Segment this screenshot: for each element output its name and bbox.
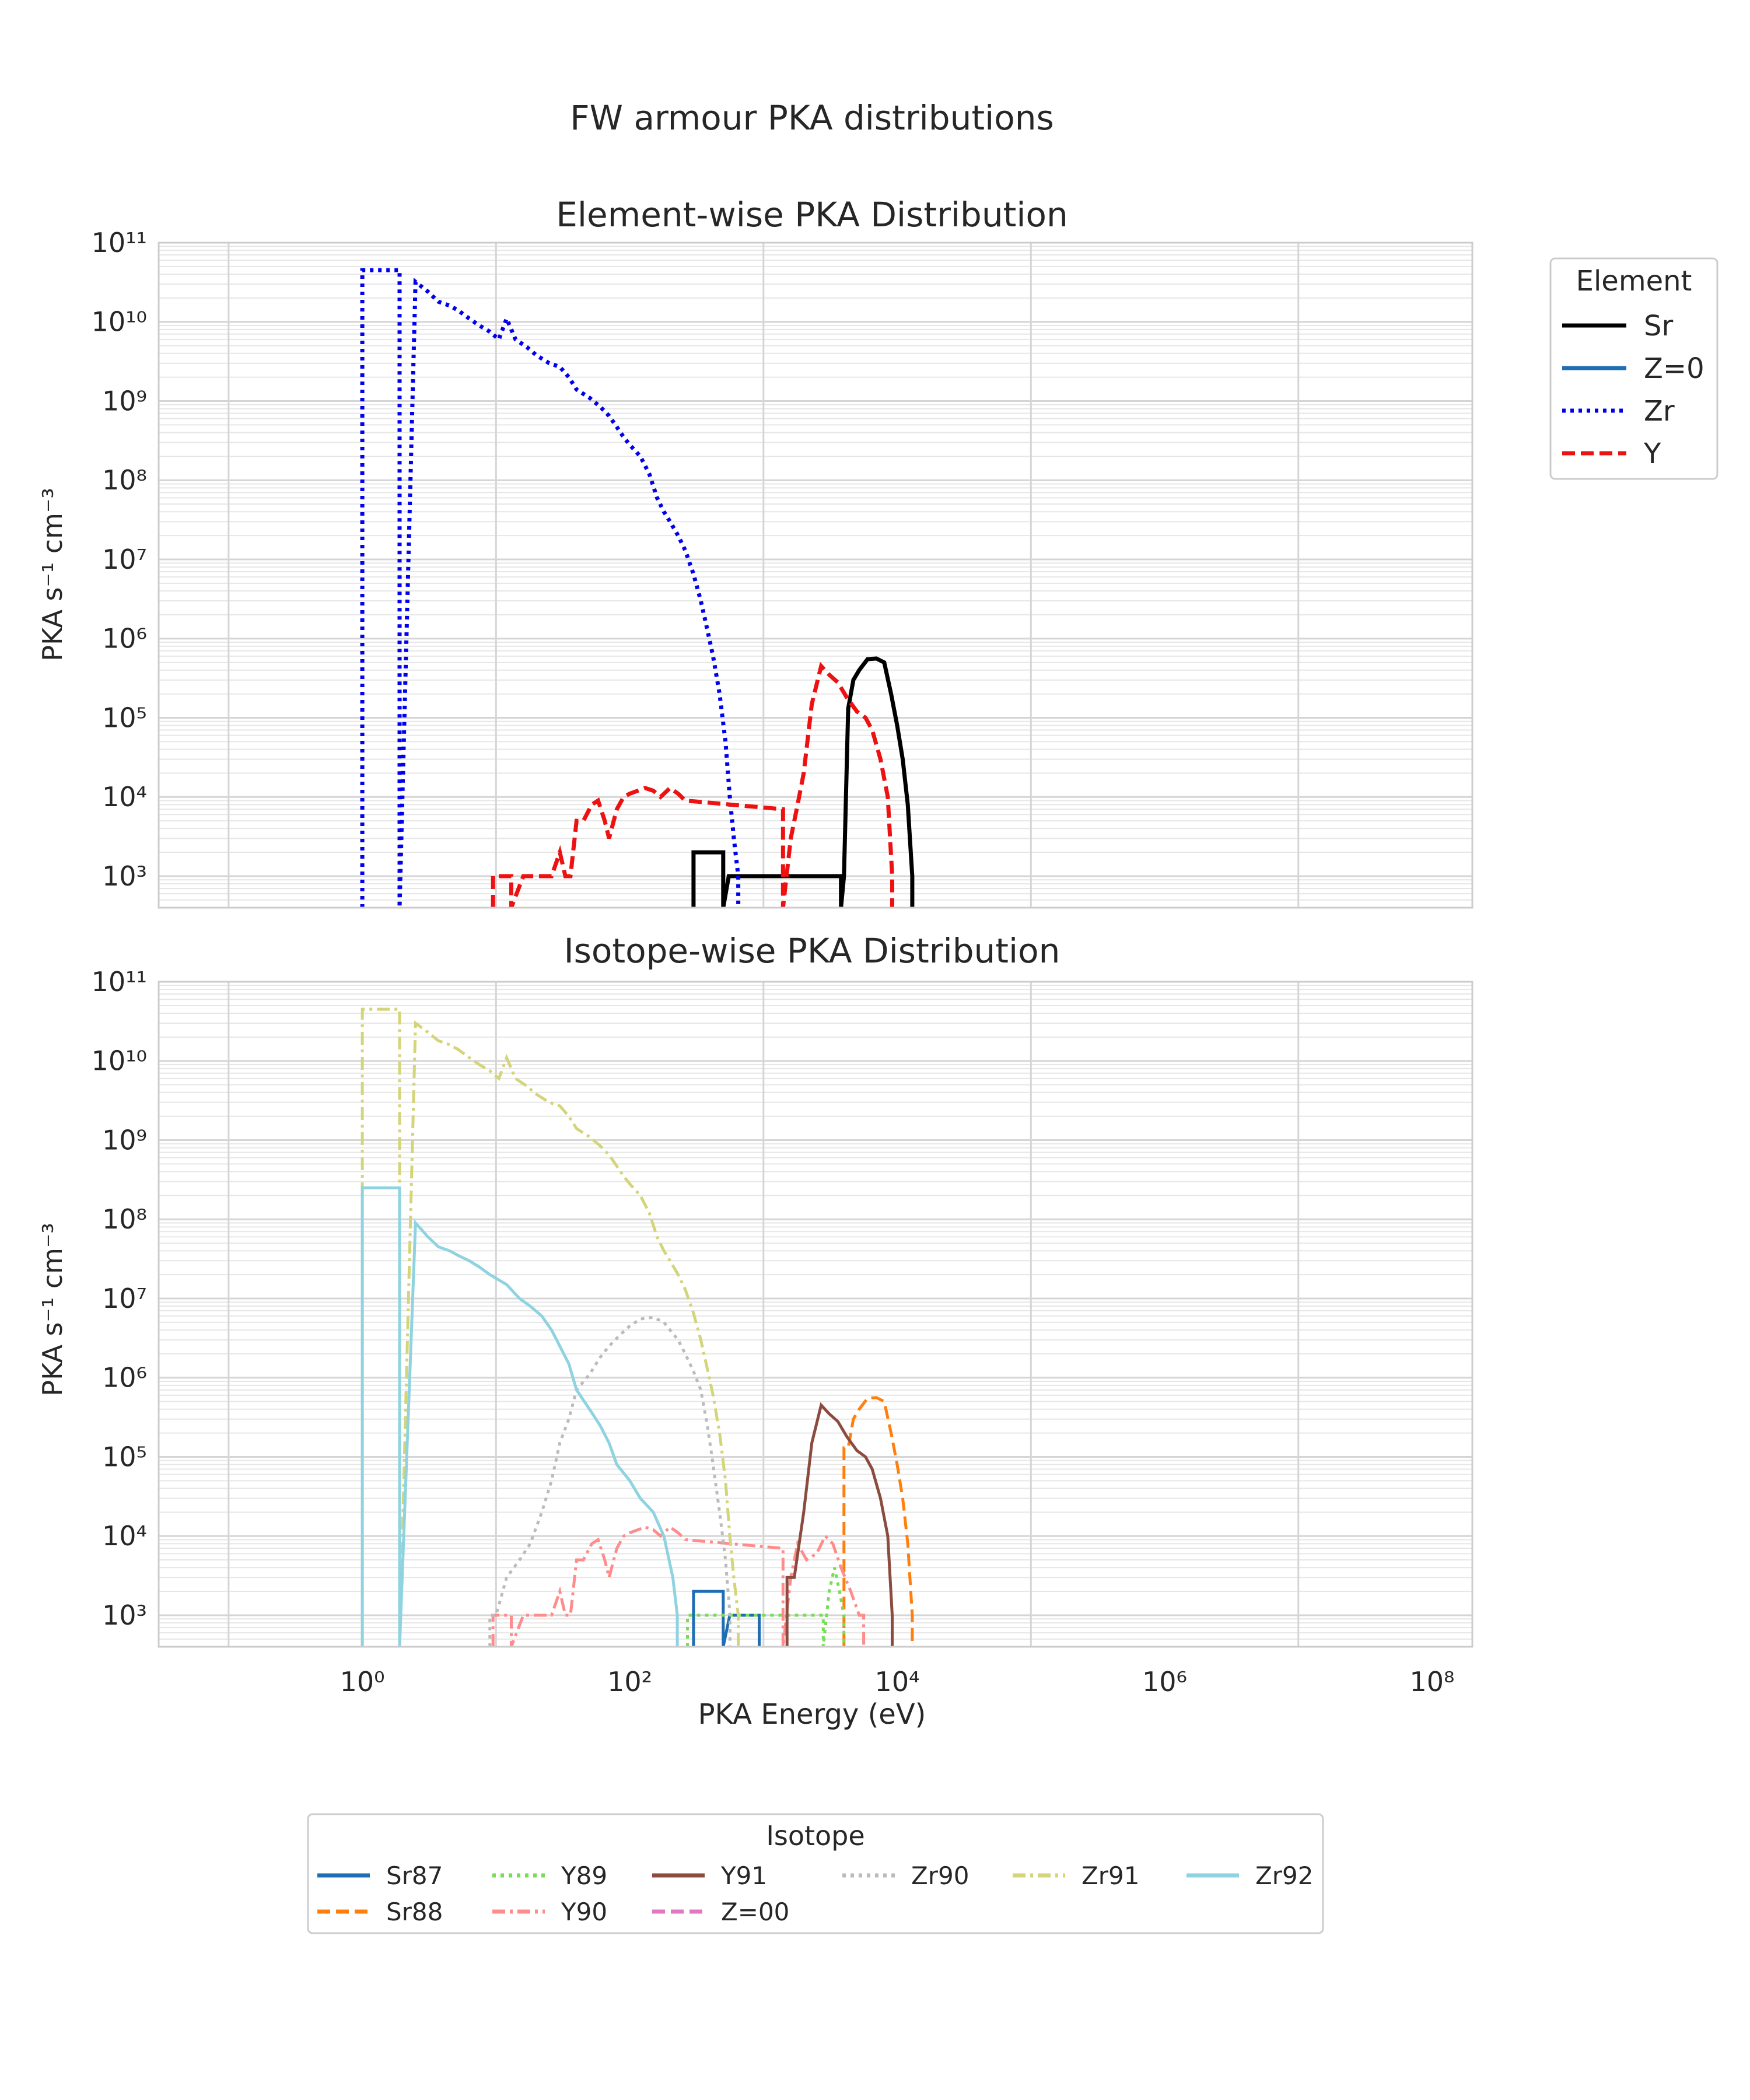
legend-label: Z=0: [1644, 352, 1704, 385]
plot-area: [159, 243, 1472, 908]
y-tick-label: 10⁹: [102, 385, 147, 416]
legend-label: Sr: [1644, 310, 1673, 342]
y-tick-label: 10¹⁰: [92, 306, 147, 338]
legend-label: Z=00: [721, 1898, 789, 1926]
legend-box: [1549, 257, 1718, 480]
legend-label: Y: [1643, 438, 1661, 470]
tick-labels: 10³ 10⁴ 10⁵ 10⁶ 10⁷ 10⁸ 10⁹ 10¹⁰ 10¹¹: [92, 227, 147, 892]
legend-label: Y90: [561, 1898, 607, 1926]
y-tick-label: 10⁵: [102, 702, 147, 733]
legend-label: Zr: [1644, 395, 1675, 428]
series-line-y90: [491, 1525, 866, 1647]
y-tick-label: 10³: [102, 860, 147, 892]
plot-area: [159, 982, 1472, 1647]
series-line-zr92: [360, 1186, 679, 1647]
y-tick-label: 10⁹: [102, 1124, 147, 1156]
series-line-zr91: [360, 1007, 740, 1647]
y-tick-label: 10⁴: [102, 781, 147, 813]
y-tick-label: 10⁸: [102, 464, 147, 496]
series-line-y91: [785, 1402, 894, 1647]
legend-isotope: Isotope Sr87 Sr88 Y89 Y90 Y91 Z=00 Zr90 Zr91 Zr92: [307, 1813, 1324, 1934]
element-wise-chart: Element-wise PKA Distribution PKA s⁻¹ cm…: [37, 195, 1474, 909]
legend-label: Zr90: [911, 1861, 969, 1890]
legend-label: Sr87: [386, 1861, 443, 1890]
legend-label: Y91: [720, 1861, 767, 1890]
legend-element: Element Sr Z=0 Zr Y: [1549, 257, 1718, 480]
isotope-wise-chart: Isotope-wise PKA Distribution PKA s⁻¹ cm…: [37, 931, 1474, 1731]
x-tick-label: 10²: [607, 1666, 652, 1698]
grid: [159, 981, 1472, 1647]
y-tick-label: 10¹⁰: [92, 1045, 147, 1077]
y-tick-label: 10⁸: [102, 1203, 147, 1235]
legend-title: Element: [1576, 265, 1692, 298]
y-tick-label: 10⁶: [102, 623, 147, 654]
legend-title: Isotope: [766, 1820, 864, 1852]
chart-title: Element-wise PKA Distribution: [556, 195, 1068, 235]
legend-box: [307, 1813, 1324, 1934]
legend-label: Y89: [561, 1861, 607, 1890]
x-tick-label: 10⁴: [875, 1666, 920, 1698]
legend-label: Sr88: [386, 1898, 443, 1926]
y-tick-label: 10³: [102, 1600, 147, 1631]
x-tick-label: 10⁸: [1410, 1666, 1455, 1698]
y-tick-label: 10¹¹: [92, 966, 147, 998]
y-tick-label: 10⁷: [102, 1283, 147, 1314]
series-line-zr90: [488, 1315, 732, 1647]
y-tick-label: 10⁶: [102, 1362, 147, 1394]
legend-label: Zr91: [1082, 1861, 1139, 1890]
chart-title: Isotope-wise PKA Distribution: [564, 931, 1060, 971]
figure-title: FW armour PKA distributions: [570, 98, 1054, 138]
x-axis-label: PKA Energy (eV): [698, 1698, 926, 1731]
plot-frame: [158, 981, 1474, 1648]
y-axis-label: PKA s⁻¹ cm⁻³: [37, 488, 68, 661]
y-axis-label: PKA s⁻¹ cm⁻³: [37, 1223, 68, 1396]
grid: [159, 242, 1472, 908]
x-tick-label: 10⁰: [340, 1666, 385, 1698]
series-line-y: [491, 662, 894, 909]
series-line-y89: [686, 1567, 846, 1647]
legend-label: Zr92: [1255, 1861, 1313, 1890]
series-line-sr88: [842, 1396, 914, 1647]
tick-labels: 10³ 10⁴ 10⁵ 10⁶ 10⁷ 10⁸ 10⁹ 10¹⁰ 10¹¹ 10⁰ 10² 10⁴ 10…: [92, 966, 1455, 1698]
plot-frame: [158, 242, 1474, 909]
series-lines: [360, 1007, 914, 1647]
x-tick-label: 10⁶: [1142, 1666, 1187, 1698]
y-tick-label: 10⁴: [102, 1520, 147, 1552]
y-tick-label: 10⁵: [102, 1441, 147, 1472]
y-tick-label: 10¹¹: [92, 227, 147, 258]
y-tick-label: 10⁷: [102, 544, 147, 575]
